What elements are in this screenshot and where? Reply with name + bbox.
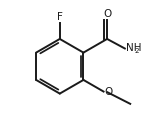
- Text: F: F: [57, 12, 63, 22]
- Text: 2: 2: [134, 48, 139, 54]
- Text: O: O: [103, 9, 111, 19]
- Text: O: O: [104, 87, 113, 97]
- Text: NH: NH: [125, 43, 141, 53]
